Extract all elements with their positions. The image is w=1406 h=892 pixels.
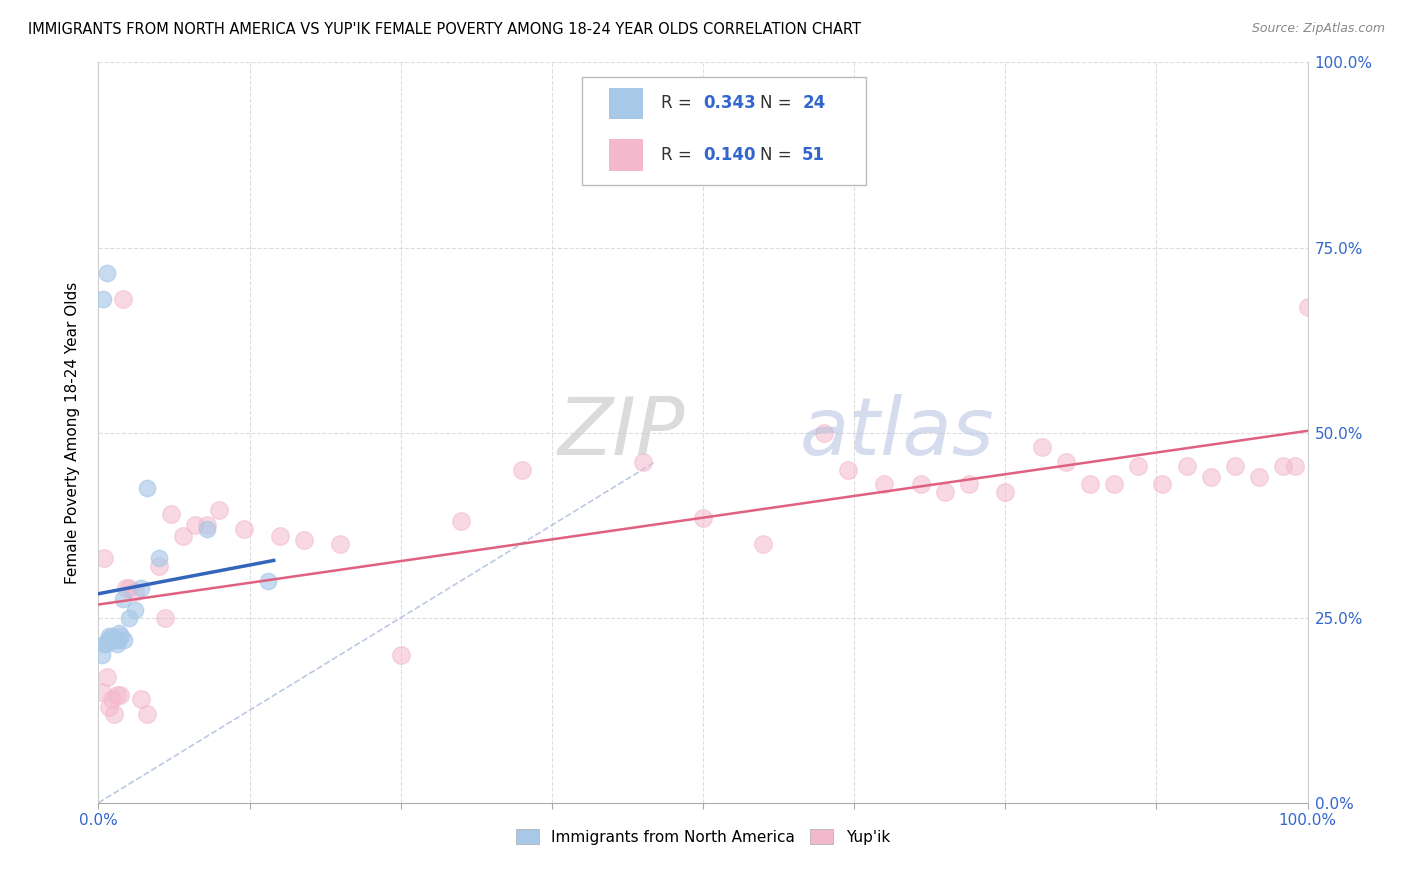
Legend: Immigrants from North America, Yup'ik: Immigrants from North America, Yup'ik — [510, 822, 896, 851]
Point — [115, 581, 138, 595]
Text: 0.140: 0.140 — [703, 146, 755, 164]
Point — [118, 610, 141, 624]
Point — [510, 462, 533, 476]
Point — [1078, 477, 1101, 491]
Point — [692, 510, 714, 524]
Point — [934, 484, 956, 499]
Point — [103, 706, 125, 721]
Point — [124, 603, 146, 617]
Point — [100, 632, 122, 647]
Point — [124, 584, 146, 599]
Text: IMMIGRANTS FROM NORTH AMERICA VS YUP'IK FEMALE POVERTY AMONG 18-24 YEAR OLDS COR: IMMIGRANTS FROM NORTH AMERICA VS YUP'IK … — [28, 22, 860, 37]
Y-axis label: Female Poverty Among 18-24 Year Olds: Female Poverty Among 18-24 Year Olds — [65, 282, 80, 583]
Point — [184, 518, 207, 533]
Point — [91, 685, 114, 699]
Point — [256, 574, 278, 588]
Point — [91, 648, 114, 662]
Point — [111, 592, 134, 607]
Point — [97, 632, 120, 647]
Text: R =: R = — [661, 146, 697, 164]
Text: R =: R = — [661, 95, 697, 112]
Point — [172, 529, 194, 543]
Point — [107, 632, 129, 647]
Point — [118, 581, 141, 595]
Point — [329, 536, 352, 550]
Point — [1152, 477, 1174, 491]
Point — [153, 610, 176, 624]
Point — [450, 515, 472, 529]
Point — [160, 507, 183, 521]
Point — [111, 293, 134, 307]
Point — [269, 529, 291, 543]
Point — [110, 629, 132, 643]
Point — [910, 477, 932, 491]
Text: N =: N = — [759, 95, 797, 112]
Point — [148, 551, 170, 566]
FancyBboxPatch shape — [609, 139, 643, 170]
Point — [148, 558, 170, 573]
Point — [813, 425, 835, 440]
Point — [631, 455, 654, 469]
Text: N =: N = — [759, 146, 797, 164]
Text: 24: 24 — [803, 95, 825, 112]
Point — [101, 632, 124, 647]
Point — [96, 267, 118, 281]
Point — [93, 551, 115, 566]
Point — [98, 629, 121, 643]
Point — [103, 632, 125, 647]
Point — [135, 706, 157, 721]
Point — [994, 484, 1017, 499]
Text: ZIP: ZIP — [558, 393, 685, 472]
Point — [232, 522, 254, 536]
Point — [105, 637, 128, 651]
Point — [105, 689, 128, 703]
Point — [195, 522, 218, 536]
Point — [1128, 458, 1150, 473]
Text: 51: 51 — [803, 146, 825, 164]
Text: Source: ZipAtlas.com: Source: ZipAtlas.com — [1251, 22, 1385, 36]
Point — [100, 692, 122, 706]
Point — [957, 477, 980, 491]
Point — [112, 632, 135, 647]
Point — [1102, 477, 1125, 491]
Point — [752, 536, 775, 550]
Point — [1175, 458, 1198, 473]
Point — [873, 477, 896, 491]
Point — [837, 462, 859, 476]
Point — [135, 481, 157, 495]
Point — [1249, 470, 1271, 484]
Point — [1223, 458, 1246, 473]
Point — [129, 692, 152, 706]
FancyBboxPatch shape — [582, 78, 866, 185]
Point — [1272, 458, 1295, 473]
Point — [93, 637, 115, 651]
Point — [1199, 470, 1222, 484]
Point — [1054, 455, 1077, 469]
Point — [195, 518, 218, 533]
Point — [1284, 458, 1306, 473]
Text: 0.343: 0.343 — [703, 95, 756, 112]
Point — [208, 503, 231, 517]
Point — [96, 670, 118, 684]
Point — [129, 581, 152, 595]
Point — [108, 625, 131, 640]
Point — [292, 533, 315, 547]
Point — [1031, 441, 1053, 455]
Point — [100, 629, 122, 643]
FancyBboxPatch shape — [609, 87, 643, 119]
Point — [98, 699, 121, 714]
Point — [1296, 300, 1319, 314]
Point — [108, 689, 131, 703]
Point — [91, 293, 114, 307]
Point — [94, 637, 117, 651]
Point — [389, 648, 412, 662]
Text: atlas: atlas — [800, 393, 994, 472]
